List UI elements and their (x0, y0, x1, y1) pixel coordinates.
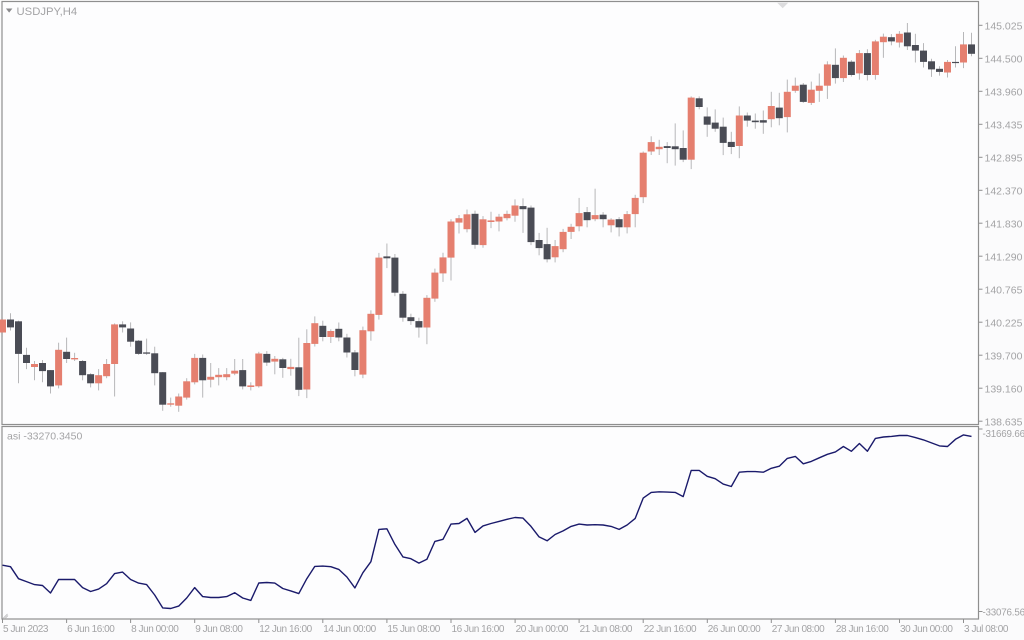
svg-text:144.500: 144.500 (985, 54, 1023, 66)
svg-text:USDJPY,H4: USDJPY,H4 (17, 6, 78, 18)
svg-text:8 Jun 00:00: 8 Jun 00:00 (131, 624, 179, 635)
svg-text:15 Jun 08:00: 15 Jun 08:00 (387, 624, 440, 635)
svg-text:27 Jun 08:00: 27 Jun 08:00 (772, 624, 825, 635)
svg-text:142.895: 142.895 (985, 153, 1023, 165)
svg-text:12 Jun 16:00: 12 Jun 16:00 (259, 624, 312, 635)
svg-text:-31669.66: -31669.66 (983, 429, 1024, 440)
svg-text:6 Jun 16:00: 6 Jun 16:00 (67, 624, 115, 635)
svg-text:142.370: 142.370 (985, 186, 1023, 198)
svg-text:3 Jul 08:00: 3 Jul 08:00 (964, 624, 1009, 635)
svg-text:143.960: 143.960 (985, 87, 1023, 99)
svg-text:143.435: 143.435 (985, 120, 1023, 132)
svg-text:140.765: 140.765 (985, 284, 1023, 296)
svg-text:139.160: 139.160 (985, 383, 1023, 395)
svg-text:asi -33270.3450: asi -33270.3450 (7, 431, 82, 443)
svg-text:26 Jun 00:00: 26 Jun 00:00 (708, 624, 761, 635)
svg-text:20 Jun 00:00: 20 Jun 00:00 (516, 624, 569, 635)
svg-text:22 Jun 16:00: 22 Jun 16:00 (644, 624, 697, 635)
svg-text:140.225: 140.225 (985, 317, 1023, 329)
svg-text:14 Jun 00:00: 14 Jun 00:00 (323, 624, 376, 635)
svg-text:30 Jun 00:00: 30 Jun 00:00 (900, 624, 953, 635)
svg-text:9 Jun 08:00: 9 Jun 08:00 (195, 624, 243, 635)
svg-text:-33076.56: -33076.56 (983, 608, 1024, 619)
svg-text:139.700: 139.700 (985, 350, 1023, 362)
svg-text:16 Jun 16:00: 16 Jun 16:00 (452, 624, 505, 635)
svg-text:28 Jun 16:00: 28 Jun 16:00 (836, 624, 889, 635)
svg-text:141.830: 141.830 (985, 218, 1023, 230)
svg-text:145.025: 145.025 (985, 21, 1023, 33)
svg-text:141.290: 141.290 (985, 251, 1023, 263)
svg-text:21 Jun 08:00: 21 Jun 08:00 (580, 624, 633, 635)
svg-text:5 Jun 2023: 5 Jun 2023 (3, 624, 49, 635)
svg-text:138.635: 138.635 (985, 416, 1023, 428)
